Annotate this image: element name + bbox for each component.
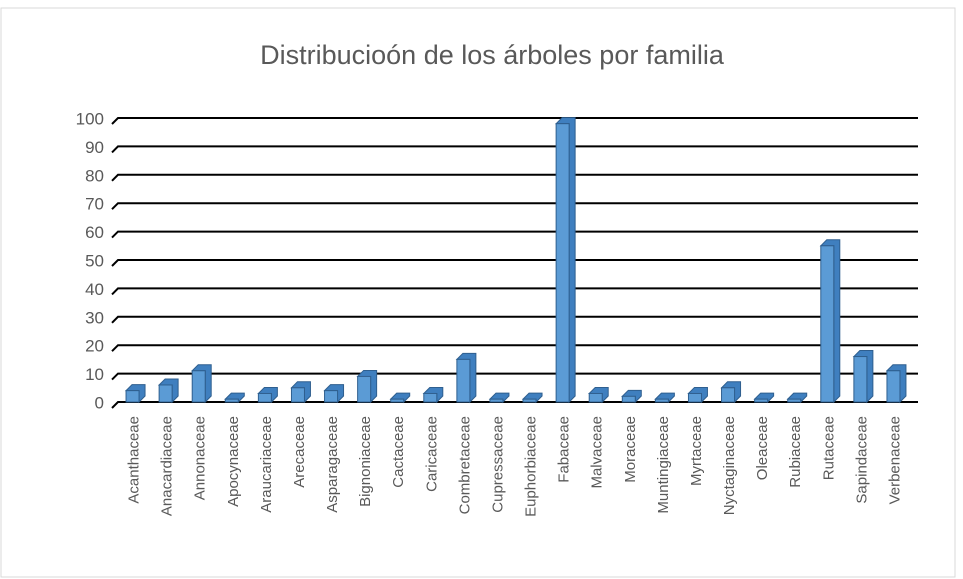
bar	[687, 392, 702, 403]
bar	[522, 398, 537, 403]
grid-line	[111, 173, 918, 182]
x-tick-label: Muntingiaceae	[655, 416, 672, 514]
bar	[654, 398, 669, 403]
x-tick-label: Anacardiaceae	[159, 416, 176, 516]
y-tick-label: 30	[85, 308, 104, 327]
x-tick-label: Moraceae	[622, 416, 639, 483]
x-tick-label: Malvaceae	[589, 416, 606, 489]
grid-line	[111, 117, 918, 125]
bar	[158, 384, 173, 403]
bar	[886, 370, 901, 403]
bar	[390, 398, 405, 403]
bar	[224, 398, 239, 403]
bar	[588, 392, 603, 403]
y-tick-label: 60	[85, 223, 104, 242]
bar	[423, 392, 438, 403]
x-tick-label: Apocynaceae	[225, 416, 242, 507]
bar	[621, 395, 636, 403]
grid-line	[111, 287, 918, 296]
x-tick-label: Cactaceae	[390, 416, 407, 488]
y-tick-label: 50	[85, 251, 104, 270]
x-tick-label: Verbenaceae	[886, 416, 903, 504]
bar	[290, 387, 305, 403]
grid-line	[111, 145, 918, 154]
x-tick-label: Euphorbiaceae	[523, 416, 540, 517]
x-tick-label: Araucariaceae	[258, 416, 275, 513]
y-tick-label: 70	[85, 195, 104, 214]
y-tick-label: 10	[85, 365, 104, 384]
x-tick-label: Fabaceae	[556, 416, 573, 483]
x-tick-label: Annonaceae	[192, 416, 209, 500]
x-tick-label: Rutaceae	[820, 416, 837, 480]
y-tick-label: 90	[85, 138, 104, 157]
grid-line	[111, 372, 918, 381]
x-tick-label: Rubiaceae	[787, 416, 804, 488]
bar	[456, 358, 471, 403]
grid-line	[111, 202, 918, 210]
x-tick-label: Cupressaceae	[489, 416, 506, 513]
bar	[324, 390, 339, 403]
bar	[555, 123, 570, 403]
grid-line	[111, 401, 918, 409]
bar	[754, 398, 769, 403]
bar	[853, 356, 868, 403]
y-tick-label: 100	[76, 109, 104, 128]
x-tick-label: Acanthaceae	[126, 416, 143, 504]
x-tick-label: Arecaceae	[291, 416, 308, 488]
bar	[787, 398, 802, 403]
x-tick-label: Myrtaceae	[688, 416, 705, 486]
bar	[721, 387, 736, 403]
bar	[191, 370, 206, 403]
chart-title: Distribucioón de los árboles por familia	[260, 40, 725, 70]
y-tick-label: 20	[85, 337, 104, 356]
bar	[125, 390, 140, 403]
grid-line	[111, 315, 918, 324]
bar	[489, 398, 504, 403]
grid-line	[111, 259, 918, 267]
y-tick-label: 0	[95, 393, 104, 412]
x-tick-label: Caricaceae	[423, 416, 440, 492]
x-tick-label: Combretaceae	[456, 416, 473, 514]
grid-line	[111, 344, 918, 352]
x-tick-label: Oleaceae	[754, 416, 771, 480]
x-tick-label: Nyctaginaceae	[721, 416, 738, 515]
grid-line	[111, 230, 918, 239]
x-tick-label: Sapindaceae	[853, 416, 870, 504]
bar	[257, 392, 272, 403]
bar	[357, 375, 372, 403]
y-tick-label: 40	[85, 280, 104, 299]
x-tick-label: Bignoniaceae	[357, 416, 374, 507]
x-tick-label: Asparagaceae	[324, 416, 341, 513]
bar	[820, 245, 835, 403]
y-tick-label: 80	[85, 166, 104, 185]
chart-frame	[0, 7, 956, 578]
